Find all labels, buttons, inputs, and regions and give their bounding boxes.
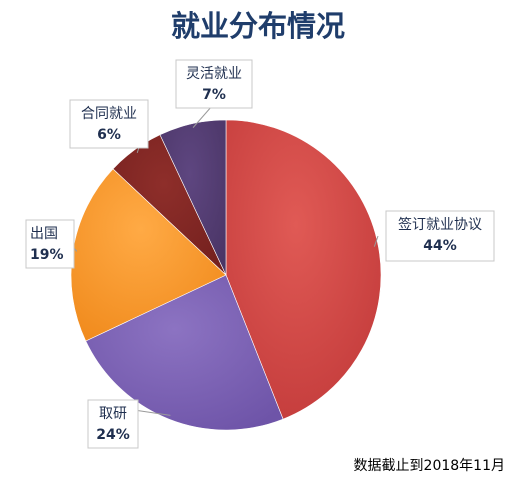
slice-percent-label: 24%: [96, 427, 130, 443]
leader-line-5: [192, 105, 213, 128]
slice-percent-label: 6%: [97, 127, 121, 143]
callout-box: [87, 399, 139, 449]
pie-slice-5: [159, 119, 227, 276]
slice-label: 签订就业协议: [398, 216, 482, 233]
slice-label: 合同就业: [81, 106, 137, 122]
pie-slice-2: [85, 274, 284, 431]
slice-label: 灵活就业: [186, 66, 242, 82]
pie-slices: [70, 119, 382, 431]
slice-callout-2: 取研 24%: [87, 399, 139, 449]
slice-label: 出国: [30, 226, 58, 242]
leader-line-1: [373, 235, 379, 247]
slice-callout-5: 灵活就业 7%: [175, 59, 253, 109]
callout-box: [175, 59, 253, 109]
slice-callouts: 签订就业协议 44% 取研 24% 出国 19% 合同就业 6% 灵活就业 7%: [25, 59, 495, 449]
callout-box: [69, 99, 149, 149]
slice-callout-4: 合同就业 6%: [69, 99, 149, 149]
callout-box: [385, 210, 495, 262]
leader-line-2: [133, 409, 171, 416]
slice-label: 取研: [99, 406, 127, 422]
chart-title: 就业分布情况: [171, 9, 345, 43]
slice-callout-1: 签订就业协议 44%: [385, 210, 495, 262]
pie-slice-1: [225, 119, 382, 420]
callout-box: [25, 219, 75, 269]
data-cutoff-note: 数据截止到2018年11月: [354, 458, 505, 474]
slice-percent-label: 44%: [423, 238, 457, 254]
slice-percent-label: 19%: [30, 247, 64, 263]
slice-percent-label: 7%: [202, 87, 226, 103]
slice-callout-3: 出国 19%: [25, 219, 75, 269]
